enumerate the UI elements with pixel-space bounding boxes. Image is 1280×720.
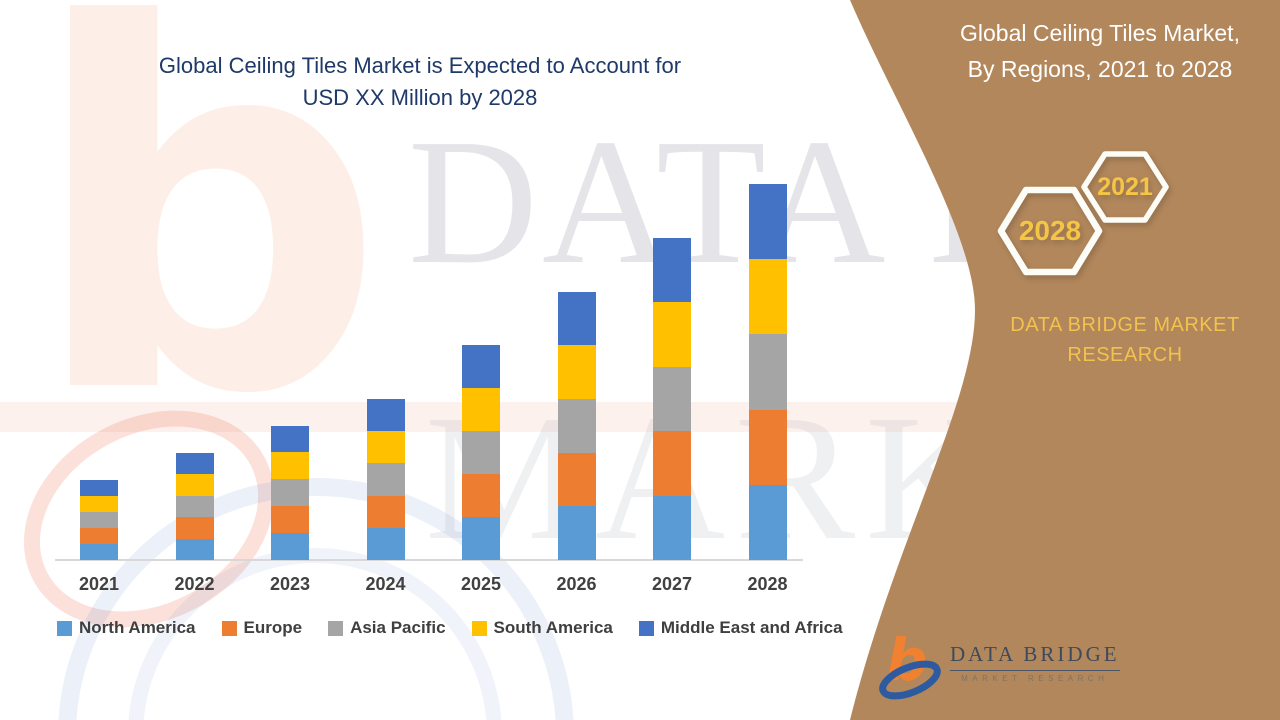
bar-segment-south-america — [462, 388, 500, 431]
bar-segment-europe — [175, 517, 214, 539]
hexagon-badge-2028: 2028 — [996, 182, 1104, 280]
bar-segment-europe — [653, 431, 691, 496]
x-axis-line — [55, 559, 803, 561]
hexagon-outline — [997, 186, 1103, 276]
bar-segment-north-america — [748, 484, 787, 560]
bar-2023 — [271, 425, 309, 560]
bar-2024 — [366, 399, 405, 560]
logo-tagline: MARKET RESEARCH — [961, 674, 1109, 683]
bar-2022 — [175, 452, 214, 560]
bar-segment-north-america — [80, 543, 118, 560]
bar-segment-europe — [748, 409, 787, 485]
panel-background-shape — [850, 0, 1280, 720]
legend-item-europe: Europe — [221, 618, 303, 638]
bar-segment-asia-pacific — [748, 334, 787, 410]
bar-segment-middle-east-and-africa — [653, 238, 691, 303]
bar-segment-asia-pacific — [366, 463, 405, 496]
bar-segment-europe — [80, 527, 118, 544]
legend-item-south-america: South America — [471, 618, 613, 638]
x-axis-label-2023: 2023 — [269, 574, 311, 594]
bar-2025 — [462, 345, 500, 560]
bar-segment-north-america — [653, 495, 691, 560]
legend-item-north-america: North America — [57, 618, 196, 638]
panel-heading: Global Ceiling Tiles Market, By Regions,… — [920, 16, 1280, 87]
bar-segment-middle-east-and-africa — [748, 184, 787, 260]
bar-segment-asia-pacific — [175, 495, 214, 517]
bar-segment-europe — [366, 495, 405, 528]
legend-swatch — [638, 620, 654, 636]
bar-segment-south-america — [653, 302, 691, 367]
bar-segment-middle-east-and-africa — [462, 345, 500, 388]
chart-title-line1: Global Ceiling Tiles Market is Expected … — [158, 53, 682, 78]
x-axis-label-2028: 2028 — [747, 574, 788, 594]
bar-segment-asia-pacific — [653, 366, 691, 432]
hexagon-badge-2028-label: 2028 — [1018, 215, 1082, 246]
panel-heading-line2: By Regions, 2021 to 2028 — [967, 55, 1233, 82]
bar-segment-europe — [462, 474, 500, 517]
x-axis-label-2027: 2027 — [651, 574, 693, 594]
x-axis-label-2025: 2025 — [460, 574, 502, 594]
bar-segment-europe — [271, 506, 309, 534]
legend-label: Asia Pacific — [350, 618, 446, 637]
legend-swatch — [328, 620, 344, 636]
legend-swatch — [221, 620, 237, 636]
x-axis-label-2021: 2021 — [78, 574, 120, 594]
legend-item-asia-pacific: Asia Pacific — [328, 618, 446, 638]
x-axis-label-2026: 2026 — [556, 574, 597, 594]
legend: North America Europe Asia Pacific South Ame… — [57, 618, 843, 638]
bar-segment-middle-east-and-africa — [271, 425, 309, 453]
x-axis-label-2022: 2022 — [174, 574, 215, 594]
right-panel: Global Ceiling Tiles Market, By Regions,… — [780, 0, 1280, 720]
legend-swatch — [57, 620, 72, 636]
bar-segment-asia-pacific — [80, 511, 118, 528]
legend-label: Europe — [243, 618, 303, 637]
bar-2026 — [557, 291, 596, 560]
bar-segment-north-america — [462, 517, 500, 560]
x-axis-label-2024: 2024 — [365, 574, 406, 594]
bar-segment-asia-pacific — [557, 398, 596, 453]
bar-segment-south-america — [366, 431, 405, 464]
bar-2021 — [80, 479, 118, 560]
hexagon-outline — [1081, 151, 1169, 223]
bar-segment-asia-pacific — [271, 479, 309, 507]
bar-segment-north-america — [366, 527, 405, 560]
legend-item-middle-east-and-africa: Middle East and Africa — [638, 618, 843, 638]
legend-swatch — [471, 620, 487, 636]
bar-segment-south-america — [557, 345, 596, 399]
panel-heading-line1: Global Ceiling Tiles Market, — [960, 20, 1240, 46]
legend-label: Middle East and Africa — [660, 618, 843, 637]
logo-name: DATA BRIDGE — [950, 642, 1120, 671]
bar-segment-south-america — [175, 474, 214, 496]
company-logo: b DATA BRIDGE MARKET RESEARCH — [878, 628, 1120, 700]
bar-segment-south-america — [748, 259, 787, 335]
bar-segment-north-america — [175, 538, 214, 560]
bar-2027 — [653, 238, 691, 560]
panel-brand-text: DATA BRIDGE MARKET RESEARCH — [1010, 314, 1240, 366]
bar-segment-asia-pacific — [462, 431, 500, 474]
hexagon-badge-2021: 2021 — [1080, 148, 1170, 226]
legend-label: South America — [493, 618, 613, 637]
data-bridge-logo-icon: b — [879, 628, 941, 700]
chart-title-line2: USD XX Million by 2028 — [302, 84, 538, 110]
bar-segment-south-america — [271, 452, 309, 480]
bar-segment-middle-east-and-africa — [557, 291, 596, 346]
bar-segment-middle-east-and-africa — [366, 399, 405, 432]
bar-segment-north-america — [557, 506, 596, 560]
bar-segment-middle-east-and-africa — [80, 479, 118, 496]
chart-title: Global Ceiling Tiles Market is Expected … — [90, 50, 750, 114]
logo-text-block: DATA BRIDGE MARKET RESEARCH — [950, 642, 1120, 683]
bar-segment-north-america — [271, 533, 309, 560]
hexagon-badge-2021-label: 2021 — [1097, 172, 1153, 201]
bar-segment-south-america — [80, 495, 118, 512]
bar-segment-europe — [557, 452, 596, 507]
bar-segment-middle-east-and-africa — [175, 452, 214, 474]
bar-2028 — [748, 184, 787, 560]
legend-label: North America — [79, 618, 196, 637]
